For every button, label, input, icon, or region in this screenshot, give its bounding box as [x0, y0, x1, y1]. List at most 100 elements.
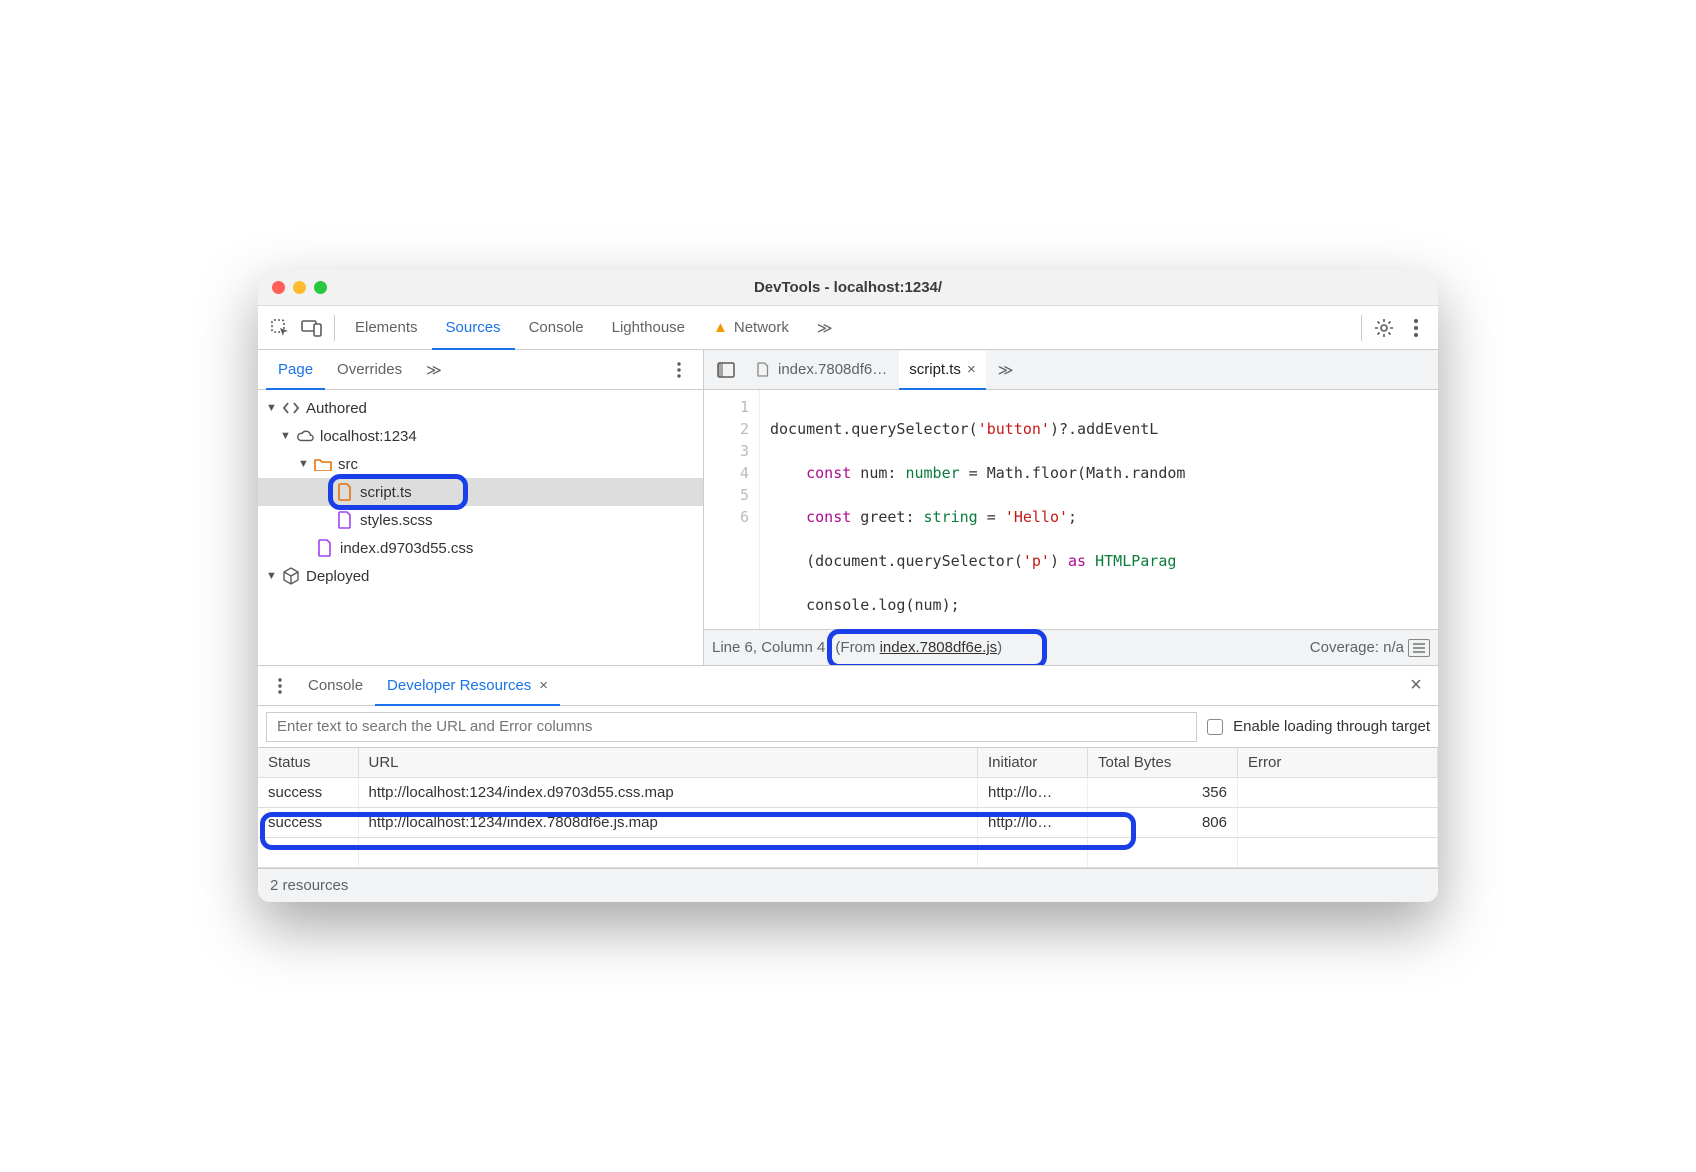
- editor-panel: index.7808df6… script.ts × ≫ 1 2 3 4 5 6…: [704, 350, 1438, 665]
- tab-label: Elements: [355, 319, 418, 336]
- kebab-menu-icon[interactable]: [1400, 312, 1432, 344]
- titlebar: DevTools - localhost:1234/: [258, 270, 1438, 306]
- drawer-tab-dev-resources[interactable]: Developer Resources ×: [375, 667, 560, 706]
- sourcemap-close: ): [997, 639, 1002, 656]
- cell-initiator: http://lo…: [978, 808, 1088, 838]
- navigator-tab-overrides[interactable]: Overrides: [325, 350, 414, 389]
- tab-sources[interactable]: Sources: [432, 307, 515, 350]
- disclosure-icon: ▼: [298, 458, 310, 470]
- tab-network[interactable]: ▲ Network: [699, 306, 803, 349]
- tree-label: script.ts: [360, 484, 412, 501]
- settings-icon[interactable]: [1368, 312, 1400, 344]
- kebab-menu-icon[interactable]: [663, 354, 695, 386]
- tab-filename: script.ts: [909, 361, 961, 378]
- window-title: DevTools - localhost:1234/: [258, 279, 1438, 296]
- folder-icon: [314, 455, 332, 473]
- navigator-tabs-overflow[interactable]: ≫: [414, 350, 454, 389]
- search-input[interactable]: [266, 712, 1197, 742]
- line-number: 5: [704, 484, 749, 506]
- col-initiator[interactable]: Initiator: [978, 748, 1088, 778]
- overflow-label: ≫: [817, 319, 833, 337]
- tree-label: src: [338, 456, 358, 473]
- editor-tabs-overflow[interactable]: ≫: [988, 350, 1024, 389]
- editor-tab-strip: index.7808df6… script.ts × ≫: [704, 350, 1438, 390]
- tabs-overflow[interactable]: ≫: [803, 306, 847, 349]
- tab-elements[interactable]: Elements: [341, 306, 432, 349]
- pretty-print-icon[interactable]: [1408, 639, 1430, 657]
- main-tab-strip: Elements Sources Console Lighthouse ▲ Ne…: [258, 306, 1438, 350]
- sourcemap-link[interactable]: index.7808df6e.js: [880, 639, 998, 656]
- col-status[interactable]: Status: [258, 748, 358, 778]
- tab-lighthouse[interactable]: Lighthouse: [598, 306, 699, 349]
- device-toolbar-icon[interactable]: [296, 312, 328, 344]
- table-row[interactable]: success http://localhost:1234/index.7808…: [258, 808, 1438, 838]
- tree-host[interactable]: ▼ localhost:1234: [258, 422, 703, 450]
- tree-file-index-css[interactable]: index.d9703d55.css: [258, 534, 703, 562]
- table-row-empty: [258, 838, 1438, 868]
- col-error[interactable]: Error: [1238, 748, 1438, 778]
- cell-error: [1238, 778, 1438, 808]
- tree-label: Authored: [306, 400, 367, 417]
- line-number: 2: [704, 418, 749, 440]
- col-bytes[interactable]: Total Bytes: [1088, 748, 1238, 778]
- line-gutter: 1 2 3 4 5 6: [704, 390, 760, 629]
- disclosure-icon: ▼: [266, 570, 278, 582]
- cloud-icon: [296, 427, 314, 445]
- overflow-label: ≫: [998, 361, 1014, 379]
- editor-tab-script-ts[interactable]: script.ts ×: [899, 351, 985, 390]
- sourcemap-label: (From: [835, 639, 879, 656]
- box-icon: [282, 567, 300, 585]
- cell-bytes: 806: [1088, 808, 1238, 838]
- editor-tab-index-js[interactable]: index.7808df6…: [744, 350, 897, 389]
- tab-label: Overrides: [337, 361, 402, 378]
- tree-authored[interactable]: ▼ Authored: [258, 394, 703, 422]
- drawer-footer: 2 resources: [258, 868, 1438, 902]
- close-tab-icon[interactable]: ×: [539, 677, 548, 694]
- cell-url: http://localhost:1234/index.7808df6e.js.…: [358, 808, 978, 838]
- cell-url: http://localhost:1234/index.d9703d55.css…: [358, 778, 978, 808]
- file-icon: [754, 361, 772, 379]
- toggle-navigator-icon[interactable]: [710, 354, 742, 386]
- line-number: 4: [704, 462, 749, 484]
- cell-status: success: [258, 778, 358, 808]
- tab-label: Network: [734, 319, 789, 336]
- cell-error: [1238, 808, 1438, 838]
- coverage-status: Coverage: n/a: [1310, 639, 1404, 656]
- file-tree: ▼ Authored ▼ localhost:1234 ▼ src script…: [258, 390, 703, 665]
- tree-file-styles-scss[interactable]: styles.scss: [258, 506, 703, 534]
- disclosure-icon: ▼: [280, 430, 292, 442]
- inspect-element-icon[interactable]: [264, 312, 296, 344]
- cell-status: success: [258, 808, 358, 838]
- tree-folder-src[interactable]: ▼ src: [258, 450, 703, 478]
- tree-label: Deployed: [306, 568, 369, 585]
- tree-label: index.d9703d55.css: [340, 540, 473, 557]
- tree-file-script-ts[interactable]: script.ts: [258, 478, 703, 506]
- col-url[interactable]: URL: [358, 748, 978, 778]
- close-tab-icon[interactable]: ×: [967, 361, 976, 378]
- file-icon: [336, 511, 354, 529]
- code-content: document.querySelector('button')?.addEve…: [760, 390, 1185, 629]
- table-row[interactable]: success http://localhost:1234/index.d970…: [258, 778, 1438, 808]
- tree-deployed[interactable]: ▼ Deployed: [258, 562, 703, 590]
- devtools-window: DevTools - localhost:1234/ Elements Sour…: [258, 270, 1438, 902]
- overflow-label: ≫: [426, 361, 442, 379]
- drawer-tab-console[interactable]: Console: [296, 666, 375, 705]
- enable-loading-checkbox[interactable]: [1207, 719, 1223, 735]
- line-number: 1: [704, 396, 749, 418]
- tab-label: Console: [529, 319, 584, 336]
- file-icon: [336, 483, 354, 501]
- tab-label: Developer Resources: [387, 677, 531, 694]
- table-header-row: Status URL Initiator Total Bytes Error: [258, 748, 1438, 778]
- sources-workspace: Page Overrides ≫ ▼ Authored ▼ localhost:…: [258, 350, 1438, 666]
- cell-bytes: 356: [1088, 778, 1238, 808]
- checkbox-label: Enable loading through target: [1233, 718, 1430, 735]
- navigator-tab-page[interactable]: Page: [266, 351, 325, 390]
- tree-label: styles.scss: [360, 512, 433, 529]
- close-drawer-icon[interactable]: ×: [1400, 670, 1432, 702]
- code-editor[interactable]: 1 2 3 4 5 6 document.querySelector('butt…: [704, 390, 1438, 629]
- tab-console[interactable]: Console: [515, 306, 598, 349]
- kebab-menu-icon[interactable]: [264, 670, 296, 702]
- divider: [1361, 315, 1362, 341]
- tab-filename: index.7808df6…: [778, 361, 887, 378]
- tab-label: Sources: [446, 319, 501, 336]
